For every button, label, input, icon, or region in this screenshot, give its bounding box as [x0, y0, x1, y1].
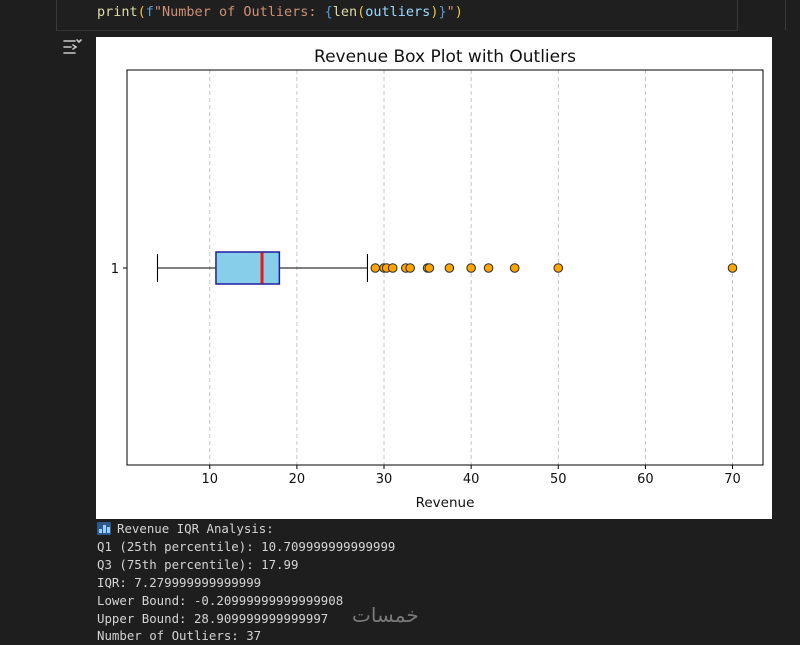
- code-paren-close: ): [454, 4, 463, 20]
- output-line: Q3 (75th percentile): 17.99: [97, 556, 299, 572]
- code-inner-paren-close: ): [430, 4, 439, 20]
- outlier-point: [370, 263, 381, 273]
- output-text: Revenue IQR Analysis: Q1 (25th percentile…: [97, 520, 787, 645]
- output-line: Q1 (25th percentile): 10.709999999999999: [97, 538, 396, 554]
- x-tick-label: 10: [201, 472, 218, 487]
- chart-title: Revenue Box Plot with Outliers: [314, 47, 576, 67]
- iqr-box: [215, 251, 281, 285]
- code-var: outliers: [365, 4, 431, 20]
- plot-figure: Revenue Box Plot with Outliers 10 20 30 40 5…: [96, 37, 772, 519]
- box-element: [156, 251, 369, 285]
- code-cell[interactable]: print(f"Number of Outliers: {len(outlier…: [56, 0, 738, 31]
- outlier-point: [509, 263, 520, 273]
- outlier-point: [387, 263, 398, 273]
- output-header-line: Revenue IQR Analysis:: [97, 520, 787, 538]
- x-tick-label: 60: [637, 472, 654, 487]
- code-fn: print: [97, 4, 138, 20]
- x-tick-label: 30: [376, 472, 393, 487]
- outlier-point: [405, 263, 415, 273]
- outlier-point: [483, 263, 494, 273]
- x-ticks: 10 20 30 40 50 60 70: [201, 465, 741, 487]
- code-brace-close: }: [438, 4, 447, 20]
- x-tick-label: 40: [463, 472, 480, 487]
- box-plot-chart: Revenue Box Plot with Outliers 10 20 30 40 5…: [111, 47, 764, 511]
- code-inner-paren-open: (: [357, 4, 366, 20]
- code-fprefix: f: [145, 4, 154, 20]
- outlier-point: [727, 263, 738, 273]
- code-line[interactable]: print(f"Number of Outliers: {len(outlier…: [97, 4, 463, 20]
- output-toggle-icon[interactable]: [60, 36, 82, 58]
- outlier-points: [370, 263, 738, 273]
- output-line: Lower Bound: -0.20999999999999908: [97, 592, 344, 608]
- code-brace-open: {: [324, 4, 333, 20]
- outlier-point: [444, 263, 455, 273]
- outlier-point: [466, 263, 476, 273]
- y-tick-label: 1: [111, 262, 119, 277]
- output-header: Revenue IQR Analysis:: [117, 521, 274, 536]
- code-string-end: ": [446, 4, 455, 20]
- x-axis-label: Revenue: [416, 495, 475, 511]
- code-paren: (: [137, 4, 146, 20]
- x-tick-label: 70: [724, 472, 741, 487]
- outlier-point: [424, 263, 435, 273]
- outlier-point: [553, 263, 564, 273]
- output-line: Upper Bound: 28.909999999999997: [97, 610, 329, 626]
- watermark-logo: خمسات: [352, 603, 419, 627]
- output-line: Number of Outliers: 37: [97, 628, 262, 644]
- bar-chart-icon: [97, 522, 111, 535]
- gutter: [0, 0, 56, 642]
- output-line: IQR: 7.279999999999999: [97, 574, 262, 590]
- code-string: "Number of Outliers:: [153, 4, 325, 20]
- x-tick-label: 50: [550, 472, 567, 487]
- code-inner-fn: len: [332, 4, 358, 20]
- x-tick-label: 20: [289, 472, 306, 487]
- cell-divider: [785, 0, 786, 30]
- y-ticks: 1: [111, 262, 127, 277]
